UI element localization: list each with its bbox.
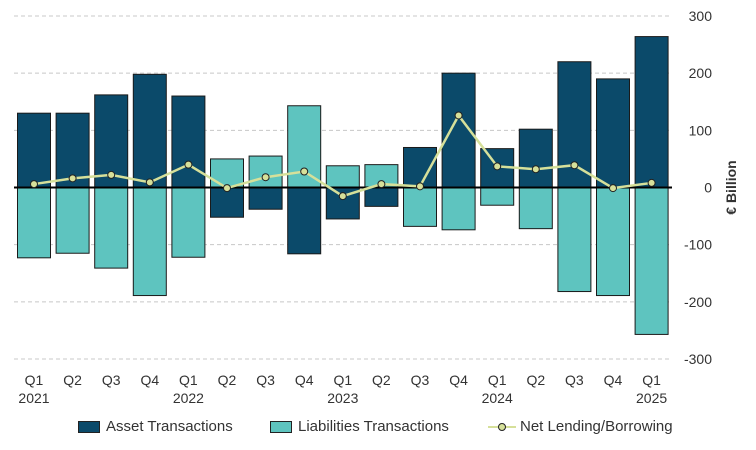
legend-swatch-liabilities — [270, 420, 292, 433]
liability-bar — [171, 187, 206, 258]
x-tick-label: Q3 — [565, 372, 584, 388]
x-tick-label: Q1 — [488, 372, 507, 388]
liability-bar — [557, 187, 592, 293]
liability-bar — [634, 187, 669, 335]
net-lending-point — [338, 192, 347, 201]
chart: 300 200 100 0 -100 -200 -300 € Billion Q1 Q2 Q3 Q4 Q… — [14, 8, 739, 406]
y-tick-label: 100 — [689, 122, 713, 138]
legend-swatch-assets — [78, 420, 100, 433]
x-tick-label: Q4 — [140, 372, 159, 388]
net-lending-point — [454, 111, 463, 120]
liability-bar — [403, 187, 437, 227]
asset-bar — [17, 112, 51, 188]
x-year-label: 2023 — [327, 390, 358, 406]
liability-bar — [210, 158, 244, 189]
x-year-label: 2021 — [18, 390, 49, 406]
legend-label-net: Net Lending/Borrowing — [520, 418, 673, 435]
net-lending-point — [493, 162, 502, 171]
net-lending-point — [184, 160, 193, 169]
net-lending-point — [531, 165, 540, 174]
net-lending-point — [30, 180, 38, 189]
legend-item-assets: Asset Transactions — [78, 418, 233, 435]
x-tick-label: Q1 — [25, 372, 44, 388]
asset-bar — [634, 36, 669, 188]
x-tick-label: Q1 — [179, 372, 198, 388]
net-lending-point — [68, 174, 77, 183]
legend-swatch-net — [488, 421, 516, 433]
x-year-label: 2024 — [482, 390, 513, 406]
liability-bar — [480, 187, 515, 206]
x-tick-label: Q2 — [526, 372, 545, 388]
x-year-label: 2022 — [173, 390, 204, 406]
liability-bar — [596, 187, 630, 297]
x-tick-label: Q3 — [102, 372, 121, 388]
y-tick-label: -100 — [684, 237, 712, 253]
asset-bar — [287, 187, 322, 255]
x-tick-label: Q4 — [449, 372, 468, 388]
liability-bar — [441, 187, 476, 231]
y-axis-label: € Billion — [723, 160, 739, 214]
x-tick-label: Q2 — [372, 372, 391, 388]
x-tick-label: Q2 — [63, 372, 82, 388]
net-lending-point — [647, 178, 656, 187]
net-lending-point — [145, 178, 154, 187]
x-tick-label: Q1 — [333, 372, 352, 388]
net-lending-point — [300, 167, 309, 176]
legend-item-liabilities: Liabilities Transactions — [270, 418, 449, 435]
asset-bar — [132, 73, 167, 188]
y-tick-label: 300 — [689, 8, 713, 24]
x-tick-label: Q3 — [256, 372, 275, 388]
legend-item-net: Net Lending/Borrowing — [488, 418, 673, 435]
x-tick-label: Q1 — [642, 372, 661, 388]
liability-bar — [518, 187, 553, 230]
net-lending-point — [609, 184, 617, 193]
asset-bar — [248, 187, 283, 210]
liability-bar — [17, 187, 51, 259]
x-tick-label: Q2 — [218, 372, 237, 388]
liability-bar — [325, 165, 360, 189]
y-tick-label: -200 — [684, 294, 712, 310]
y-tick-label: 0 — [704, 180, 712, 196]
x-year-label: 2025 — [636, 390, 667, 406]
liability-bar — [55, 187, 90, 254]
liability-bar — [248, 155, 283, 188]
net-lending-point — [416, 182, 424, 191]
asset-bar — [518, 128, 553, 189]
asset-bar — [364, 187, 399, 207]
liability-bar — [132, 187, 167, 297]
net-lending-point — [570, 161, 579, 170]
net-lending-point — [261, 173, 270, 182]
net-lending-point — [377, 180, 386, 189]
legend-label-liabilities: Liabilities Transactions — [298, 418, 449, 435]
x-tick-label: Q3 — [411, 372, 430, 388]
net-lending-point — [223, 184, 231, 193]
asset-bar — [596, 78, 630, 188]
x-tick-label: Q4 — [604, 372, 623, 388]
liability-bar — [94, 187, 129, 269]
legend-label-assets: Asset Transactions — [106, 418, 233, 435]
net-lending-point — [107, 170, 116, 179]
y-tick-label: -300 — [684, 351, 712, 367]
legend: Asset Transactions Liabilities Transacti… — [0, 418, 756, 442]
x-tick-label: Q4 — [295, 372, 314, 388]
y-tick-label: 200 — [689, 65, 713, 81]
asset-bar — [171, 95, 206, 188]
